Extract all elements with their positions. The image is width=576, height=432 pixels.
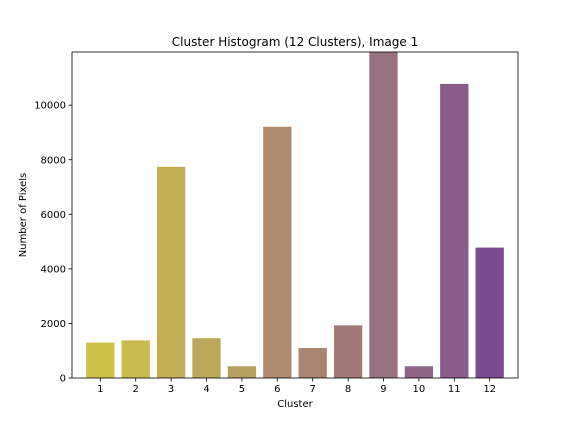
y-axis-ticks: 0 2000 4000 6000 8000 10000 <box>34 101 72 385</box>
x-tick-label: 8 <box>345 384 351 395</box>
bar-cluster-7 <box>298 347 327 378</box>
x-axis-label: Cluster <box>277 399 313 410</box>
bar-cluster-8 <box>333 325 363 378</box>
y-tick-label: 10000 <box>34 101 66 112</box>
y-tick-label: 0 <box>60 374 66 385</box>
x-tick-label: 4 <box>203 384 209 395</box>
y-tick-label: 4000 <box>41 264 66 275</box>
chart-title: Cluster Histogram (12 Clusters), Image 1 <box>172 35 418 49</box>
bar-cluster-6 <box>263 126 292 378</box>
x-tick-label: 9 <box>380 384 386 395</box>
x-tick-label: 6 <box>274 384 280 395</box>
bar-cluster-3 <box>156 166 186 378</box>
x-tick-label: 3 <box>168 384 174 395</box>
plot-area-frame <box>71 51 519 379</box>
x-tick-label: 5 <box>239 384 245 395</box>
y-tick-label: 8000 <box>41 155 66 166</box>
x-tick-label: 7 <box>310 384 316 395</box>
x-tick-label: 12 <box>483 384 496 395</box>
y-tick-label: 2000 <box>41 319 66 330</box>
bar-cluster-12 <box>475 247 504 378</box>
bars-group <box>86 52 504 379</box>
bar-cluster-4 <box>192 338 221 378</box>
bar-cluster-2 <box>121 340 150 378</box>
y-axis-label: Number of Pixels <box>18 173 29 258</box>
bar-cluster-5 <box>227 366 257 378</box>
x-tick-label: 10 <box>413 384 426 395</box>
y-tick-label: 6000 <box>41 210 66 221</box>
x-tick-label: 2 <box>133 384 139 395</box>
x-tick-label: 11 <box>448 384 461 395</box>
bar-cluster-10 <box>404 366 434 378</box>
bar-cluster-1 <box>86 342 115 378</box>
bar-cluster-9 <box>369 52 398 378</box>
bar-cluster-11 <box>440 83 469 379</box>
x-axis-ticks: 1 2 3 4 5 6 7 8 9 10 11 12 <box>97 378 496 395</box>
x-tick-label: 1 <box>97 384 103 395</box>
